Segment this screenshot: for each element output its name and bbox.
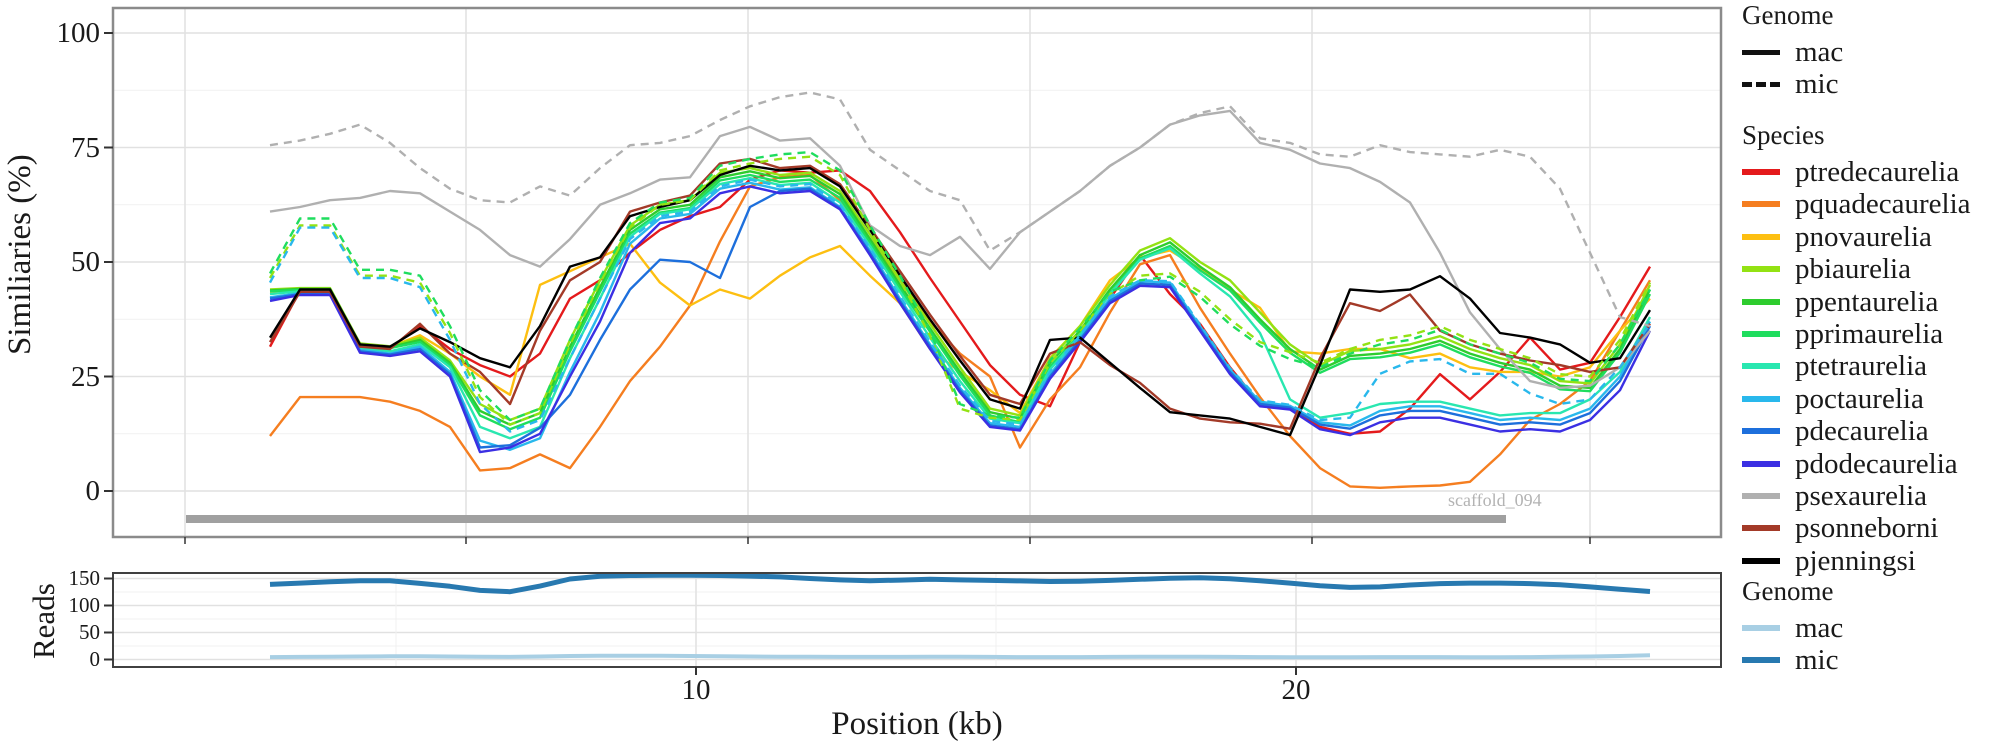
similarity-ytick-75: 75 [71, 132, 100, 164]
legend-item-label: pdecaurelia [1795, 415, 1929, 447]
legend-item-label: mac [1795, 36, 1844, 68]
legend-item-label: ppentaurelia [1795, 286, 1939, 318]
legend-item-label: pdodecaurelia [1795, 448, 1958, 480]
species-color-swatch-icon [1742, 558, 1780, 564]
similarity-ytick-50: 50 [71, 246, 100, 278]
legend-item-label: mac [1795, 612, 1844, 644]
legend-item-label: psexaurelia [1795, 480, 1928, 512]
legend-item-reads-mic: mic [1742, 644, 1839, 676]
species-color-swatch-icon [1742, 331, 1780, 337]
similarity-ytick-100: 100 [56, 17, 101, 49]
legend-item-pjenningsi: pjenningsi [1742, 545, 1916, 577]
legend-item-label: mic [1795, 644, 1839, 676]
species-color-swatch-icon [1742, 201, 1780, 207]
x-axis-title: Position (kb) [831, 706, 1003, 742]
legend-item-label: poctaurelia [1795, 383, 1924, 415]
legend-item-label: ptredecaurelia [1795, 156, 1960, 188]
similarity-ytick-25: 25 [71, 361, 100, 393]
legend-item-ptetraurelia: ptetraurelia [1742, 350, 1927, 382]
species-color-swatch-icon [1742, 461, 1780, 467]
reads-mac-color-swatch-icon [1742, 625, 1780, 631]
legend-item-genome-mac: mac [1742, 36, 1843, 68]
legend-item-pdecaurelia: pdecaurelia [1742, 415, 1929, 447]
legend-item-pdodecaurelia: pdodecaurelia [1742, 448, 1958, 480]
legend-item-label: ptetraurelia [1795, 350, 1928, 382]
legend-item-label: mic [1795, 68, 1839, 100]
legend-item-label: pprimaurelia [1795, 318, 1944, 350]
species-legend-title: Species [1742, 120, 1825, 150]
species-color-swatch-icon [1742, 525, 1780, 531]
legend-item-ppentaurelia: ppentaurelia [1742, 286, 1938, 318]
reads-ytick-50: 50 [79, 620, 100, 644]
legend-item-pbiaurelia: pbiaurelia [1742, 253, 1911, 285]
reads-ytick-0: 0 [89, 647, 101, 671]
legend-item-pquadecaurelia: pquadecaurelia [1742, 188, 1971, 220]
mac-line-swatch-icon [1742, 49, 1780, 55]
similarity-ytick-0: 0 [85, 475, 101, 507]
reads-ytick-150: 150 [68, 566, 101, 590]
legend-item-psexaurelia: psexaurelia [1742, 480, 1927, 512]
species-color-swatch-icon [1742, 396, 1780, 402]
species-color-swatch-icon [1742, 363, 1780, 369]
species-color-swatch-icon [1742, 169, 1780, 175]
legend-item-poctaurelia: poctaurelia [1742, 383, 1924, 415]
legend-item-psonneborni: psonneborni [1742, 512, 1938, 544]
species-color-swatch-icon [1742, 428, 1780, 434]
species-color-swatch-icon [1742, 234, 1780, 240]
reads-genome-legend-title: Genome [1742, 576, 1834, 606]
reads-ytick-100: 100 [68, 593, 101, 617]
reads-mic-color-swatch-icon [1742, 657, 1780, 663]
legend-item-genome-mic: mic [1742, 68, 1839, 100]
species-color-swatch-icon [1742, 266, 1780, 272]
legend-item-pnovaurelia: pnovaurelia [1742, 221, 1932, 253]
legend-item-pprimaurelia: pprimaurelia [1742, 318, 1943, 350]
species-color-swatch-icon [1742, 493, 1780, 499]
legend-item-label: pquadecaurelia [1795, 188, 1971, 220]
xtick-10: 10 [681, 674, 711, 706]
mic-line-swatch-icon [1742, 81, 1780, 87]
scaffold-label: scaffold_094 [1448, 490, 1542, 510]
legend-item-label: pbiaurelia [1795, 253, 1911, 285]
xtick-20: 20 [1281, 674, 1311, 706]
legend-item-label: pjenningsi [1795, 545, 1916, 577]
legend-item-reads-mac: mac [1742, 612, 1843, 644]
legend-item-label: pnovaurelia [1795, 221, 1932, 253]
legend-item-label: psonneborni [1795, 512, 1939, 544]
legend-panel: Genome mac mic Species ptredecaurelia pq… [1742, 0, 2000, 750]
species-color-swatch-icon [1742, 299, 1780, 305]
genome-legend-title: Genome [1742, 0, 1834, 30]
legend-item-ptredecaurelia: ptredecaurelia [1742, 156, 1959, 188]
